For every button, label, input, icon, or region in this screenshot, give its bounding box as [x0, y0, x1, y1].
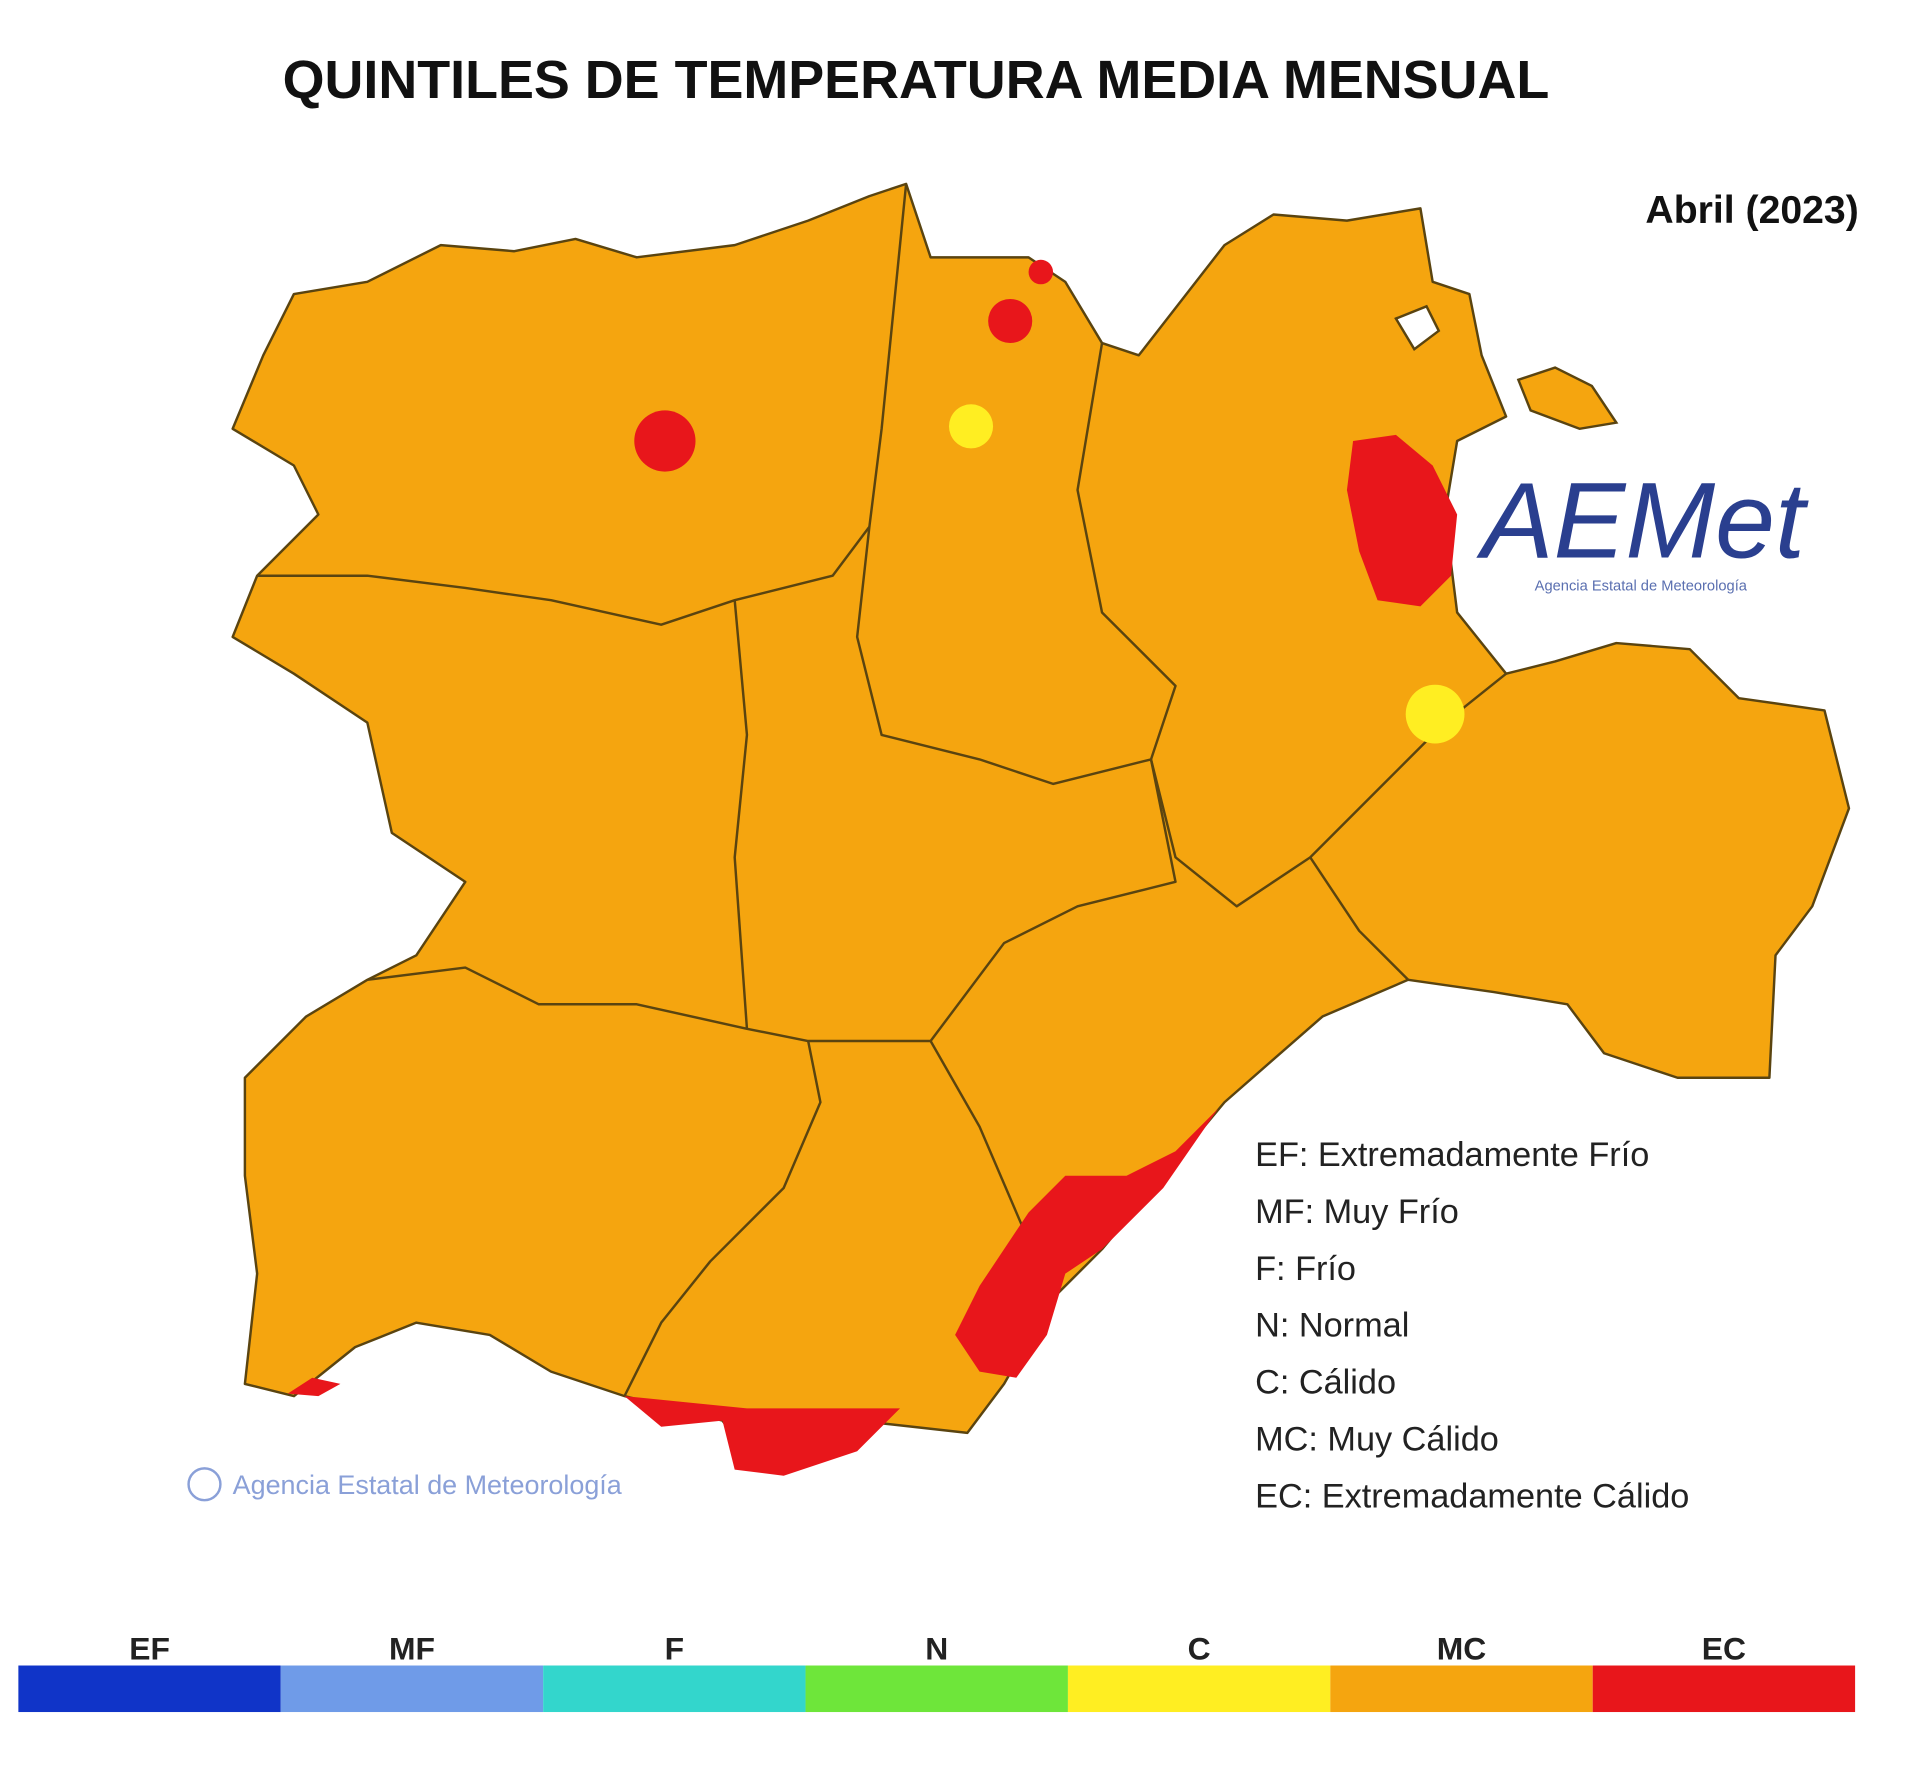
scale-label: MC: [1437, 1630, 1487, 1666]
legend-entry: EF: Extremadamente Frío: [1255, 1136, 1649, 1174]
scale-label: EF: [129, 1630, 170, 1666]
warm-area: [955, 1108, 1219, 1378]
normal-spot: [1405, 684, 1465, 744]
legend-entry: F: Frío: [1255, 1250, 1356, 1288]
legend: EF: Extremadamente Frío MF: Muy Frío F: Fr…: [1255, 1136, 1689, 1516]
scale-segment: [18, 1665, 281, 1713]
scale-segment: [805, 1665, 1068, 1713]
scale-label: EC: [1702, 1630, 1746, 1666]
scale-segment: [543, 1665, 806, 1713]
scale-segment: [1067, 1665, 1331, 1713]
scale-segment: [1592, 1665, 1856, 1713]
legend-entry: MC: Muy Cálido: [1255, 1421, 1499, 1459]
legend-entry: N: Normal: [1255, 1307, 1409, 1345]
color-scale: EF MF F N C MC EC: [18, 1630, 1856, 1713]
province-border: [623, 1040, 822, 1397]
warm-spot: [988, 298, 1033, 344]
warm-area: [624, 1396, 900, 1476]
warm-spot: [634, 410, 696, 472]
copyright-icon: [187, 1467, 222, 1502]
province-border: [1076, 342, 1507, 908]
legend-entry: C: Cálido: [1255, 1364, 1396, 1402]
credit-text: Agencia Estatal de Meteorología: [233, 1470, 622, 1500]
scale-label: N: [925, 1630, 948, 1666]
title: QUINTILES DE TEMPERATURA MEDIA MENSUAL: [283, 50, 1550, 110]
legend-entry: EC: Extremadamente Cálido: [1255, 1478, 1689, 1516]
province-border: [855, 526, 1152, 786]
region-map: [231, 182, 1851, 1476]
scale-segment: [1330, 1665, 1593, 1713]
logo-subtitle: Agencia Estatal de Meteorología: [1535, 578, 1748, 594]
island-shape: [1516, 366, 1619, 431]
scale-label: F: [665, 1630, 684, 1666]
enclave-hole: [1394, 304, 1441, 351]
normal-spot: [948, 404, 994, 449]
period: Abril (2023): [1645, 189, 1858, 232]
warm-spot: [1028, 259, 1054, 285]
credit: Agencia Estatal de Meteorología: [187, 1467, 622, 1502]
legend-entry: MF: Muy Frío: [1255, 1193, 1459, 1231]
warm-area: [1346, 434, 1458, 607]
scale-segment: [280, 1665, 544, 1713]
scale-label: C: [1188, 1630, 1211, 1666]
logo: AEMet Agencia Estatal de Meteorología: [1476, 459, 1809, 594]
province-border: [367, 600, 749, 1030]
scale-label: MF: [389, 1630, 435, 1666]
logo-name: AEMet: [1476, 459, 1809, 580]
warm-area: [287, 1377, 341, 1397]
province-border: [1309, 856, 1410, 981]
